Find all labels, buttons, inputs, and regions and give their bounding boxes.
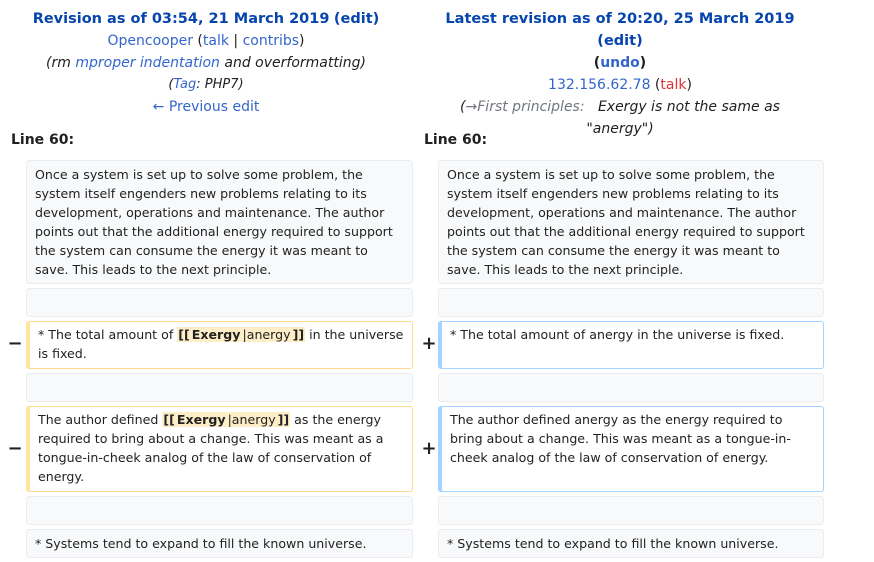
addition-marker-1: + bbox=[421, 333, 437, 354]
deleted-line-1-close: ]] bbox=[291, 327, 306, 342]
deletion-marker-2: − bbox=[7, 438, 23, 459]
left-contribs-link[interactable]: contribs bbox=[242, 33, 300, 49]
left-edit-summary: (rm mproper indentation and overformatti… bbox=[0, 52, 412, 74]
left-summary-link[interactable]: mproper indentation bbox=[75, 55, 220, 71]
deleted-line-1-open: [[ bbox=[177, 327, 191, 342]
deleted-line-1-pre: * The total amount of bbox=[38, 327, 178, 342]
deleted-line-1-post: in the universe is fixed. bbox=[38, 327, 404, 361]
empty-context-left-3 bbox=[26, 496, 413, 525]
right-user-row: 132.156.62.78 (talk) bbox=[548, 77, 692, 93]
empty-context-right-2 bbox=[438, 373, 824, 402]
deleted-line-1-word: Exergy bbox=[190, 327, 242, 342]
empty-context-left-2 bbox=[26, 373, 413, 402]
left-user-row: Opencooper (talk | contribs) bbox=[107, 33, 305, 49]
left-tag-row: (Tag: PHP7) bbox=[0, 74, 412, 96]
context-left-last: * Systems tend to expand to fill the kno… bbox=[26, 529, 413, 558]
added-line-1: * The total amount of anergy in the univ… bbox=[438, 321, 824, 369]
empty-context-right-3 bbox=[438, 496, 824, 525]
empty-context-left-1 bbox=[26, 288, 413, 317]
left-edit-link[interactable]: edit bbox=[340, 11, 373, 27]
right-talk-link[interactable]: talk bbox=[660, 77, 687, 93]
deleted-line-2: The author defined [[Exergy |anergy]] as … bbox=[26, 406, 413, 492]
left-talk-link[interactable]: talk bbox=[202, 33, 229, 49]
right-undo-row: (undo) bbox=[593, 55, 647, 71]
right-edit-link[interactable]: edit bbox=[603, 33, 637, 49]
left-tag-link[interactable]: Tag bbox=[173, 77, 197, 92]
context-right-1: Once a system is set up to solve some pr… bbox=[438, 160, 824, 284]
left-revision-title-row: Revision as of 03:54, 21 March 2019 (edi… bbox=[32, 11, 380, 27]
right-revision-title-row: Latest revision as of 20:20, 25 March 20… bbox=[445, 11, 795, 49]
right-summary-text: Exergy is not the same as "anergy" bbox=[586, 99, 780, 137]
right-line-number: Line 60: bbox=[424, 132, 488, 148]
undo-link[interactable]: undo bbox=[600, 55, 640, 71]
deleted-line-2-post: as the energy required to bring about a … bbox=[38, 412, 384, 484]
added-line-2: The author defined anergy as the energy … bbox=[438, 406, 824, 492]
left-line-number: Line 60: bbox=[11, 132, 75, 148]
right-edit-summary: (→First principles: Exergy is not the sa… bbox=[460, 99, 780, 137]
section-link[interactable]: →First principles: bbox=[465, 99, 585, 115]
left-tag-prefix: ( bbox=[168, 77, 174, 92]
addition-marker-2: + bbox=[421, 438, 437, 459]
left-tag-suffix: : PHP7) bbox=[196, 77, 244, 92]
previous-edit-link[interactable]: ← Previous edit bbox=[152, 99, 260, 115]
left-user-sep: | bbox=[233, 33, 239, 49]
deleted-line-2-word: Exergy bbox=[175, 412, 227, 427]
left-summary-prefix: (rm bbox=[46, 55, 76, 71]
deleted-line-2-close: ]] bbox=[276, 412, 291, 427]
deletion-marker-1: − bbox=[7, 333, 23, 354]
deleted-line-2-open: [[ bbox=[162, 412, 176, 427]
deleted-line-1: * The total amount of [[Exergy |anergy]] … bbox=[26, 321, 413, 369]
empty-context-right-1 bbox=[438, 288, 824, 317]
deleted-line-2-pre: The author defined bbox=[38, 412, 163, 427]
left-revision-title-link[interactable]: Revision as of 03:54, 21 March 2019 bbox=[32, 11, 330, 27]
left-revision-header: Revision as of 03:54, 21 March 2019 ( edi… bbox=[0, 8, 412, 118]
right-user-link[interactable]: 132.156.62.78 bbox=[548, 77, 651, 93]
right-revision-title-link[interactable]: Latest revision as of 20:20, 25 March 20… bbox=[445, 11, 795, 27]
right-revision-header: Latest revision as of 20:20, 25 March 20… bbox=[426, 8, 814, 140]
context-left-1: Once a system is set up to solve some pr… bbox=[26, 160, 413, 284]
context-right-last: * Systems tend to expand to fill the kno… bbox=[438, 529, 824, 558]
left-summary-suffix: and overformatting) bbox=[219, 55, 366, 71]
deleted-line-2-mid: |anergy bbox=[226, 412, 277, 427]
deleted-line-1-mid: |anergy bbox=[241, 327, 292, 342]
left-user-link[interactable]: Opencooper bbox=[107, 33, 193, 49]
